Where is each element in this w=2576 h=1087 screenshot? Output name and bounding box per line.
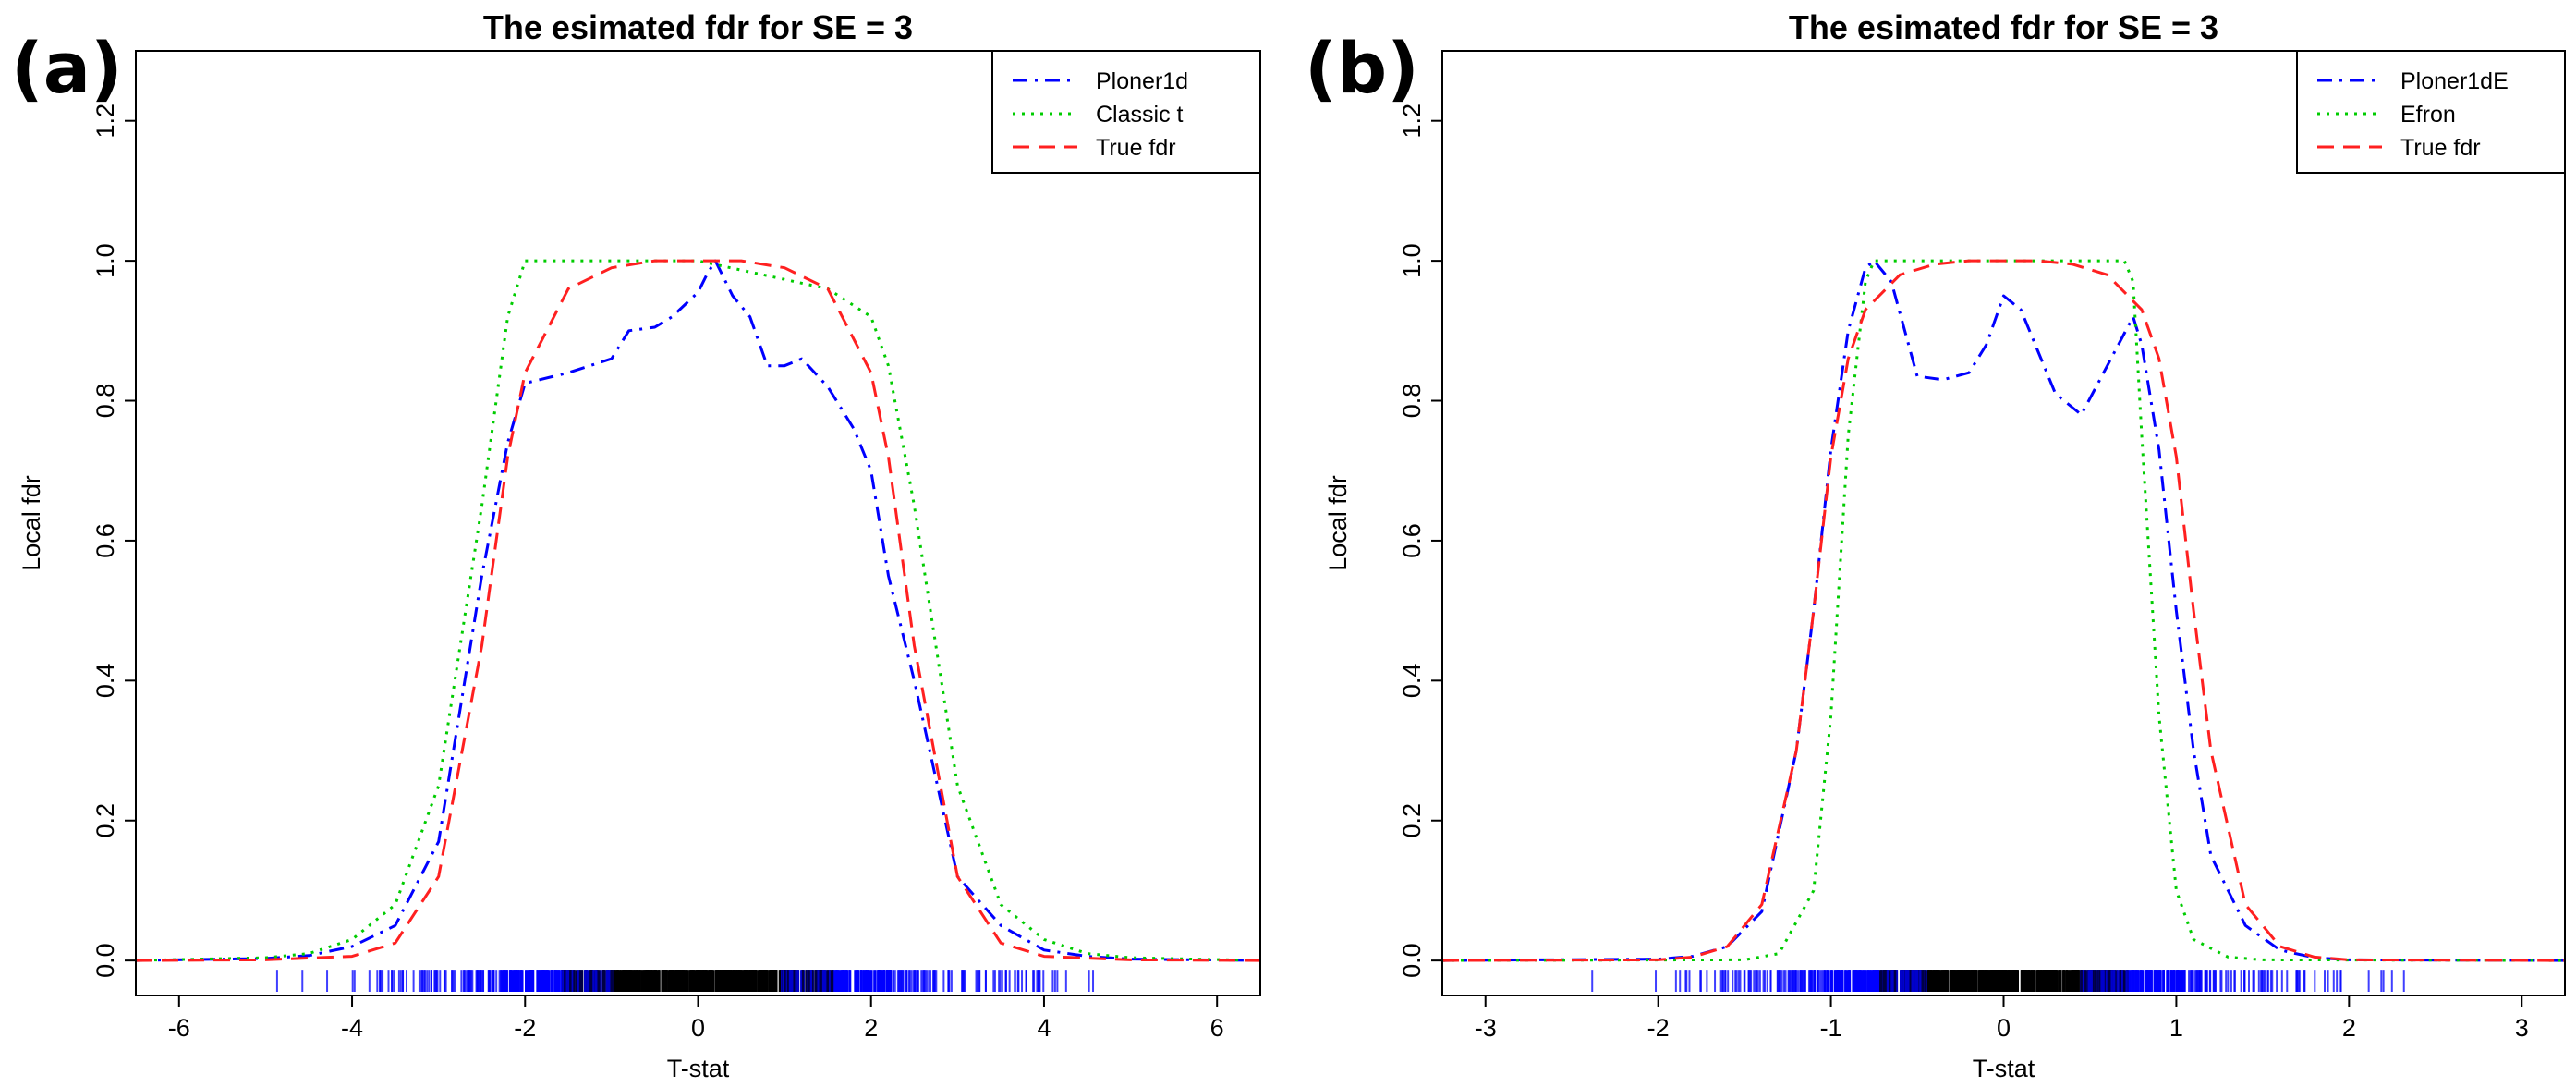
panel-a: (a) The esimated fdr for SE = 3 -6 -4 -2 0 2 4 6… — [11, 8, 1261, 1082]
legend-box — [991, 50, 1261, 174]
x-tick-label: -2 — [1647, 1014, 1670, 1042]
x-tick-label: 1 — [2169, 1014, 2183, 1042]
rug-plot — [1591, 970, 2405, 992]
legend: Ploner1d Classic t True fdr — [991, 50, 1261, 174]
series-line-true-fdr — [1442, 259, 2565, 962]
y-tick-label: 0.4 — [91, 664, 119, 699]
plot-frame — [1441, 50, 2566, 996]
x-tick-label: 2 — [2342, 1014, 2356, 1042]
y-tick-label: 0.6 — [1398, 523, 1426, 558]
chart-title: The esimated fdr for SE = 3 — [483, 8, 913, 46]
series-line-true-fdr — [136, 259, 1260, 962]
x-tick-label: -2 — [514, 1014, 536, 1042]
x-tick-label: 0 — [1997, 1014, 2011, 1042]
panel-b: (b) The esimated fdr for SE = 3 -3 -2 -1 0 1 2 3… — [1305, 8, 2566, 1082]
x-axis-label: T-stat — [667, 1055, 730, 1082]
legend-label: Efron — [2400, 102, 2456, 128]
chart-title: The esimated fdr for SE = 3 — [1789, 8, 2218, 46]
legend-label: True fdr — [1096, 135, 1176, 161]
plot-frame — [135, 50, 1261, 996]
legend: Ploner1dE Efron True fdr — [2296, 50, 2566, 174]
legend-label: Ploner1d — [1096, 68, 1188, 94]
x-tick-label: 3 — [2515, 1014, 2529, 1042]
x-tick-label: 0 — [691, 1014, 705, 1042]
y-tick-label: 0.8 — [1398, 384, 1426, 419]
x-tick-label: 6 — [1210, 1014, 1224, 1042]
y-tick-label: 1.2 — [91, 104, 119, 139]
y-tick-label: 0.0 — [1398, 943, 1426, 978]
series-lines — [136, 259, 1260, 962]
series-line-ploner1de — [1442, 259, 2565, 962]
y-axis-label: Local fdr — [18, 475, 45, 571]
y-tick-label: 0.4 — [1398, 664, 1426, 699]
x-tick-label: -6 — [168, 1014, 190, 1042]
rug-plot — [275, 970, 1095, 992]
y-tick-label: 0.2 — [91, 803, 119, 838]
y-tick-label: 1.0 — [1398, 243, 1426, 278]
x-tick-label: 2 — [864, 1014, 878, 1042]
panel-label: (b) — [1305, 27, 1419, 109]
legend-label: Ploner1dE — [2400, 68, 2509, 94]
series-line-classic-t — [136, 259, 1260, 962]
x-tick-label: -3 — [1475, 1014, 1497, 1042]
panel-label: (a) — [11, 27, 123, 109]
y-tick-label: 0.0 — [91, 943, 119, 978]
x-axis-label: T-stat — [1973, 1055, 2035, 1082]
x-tick-label: -4 — [341, 1014, 363, 1042]
series-lines — [1442, 259, 2565, 962]
legend-label: Classic t — [1096, 102, 1184, 128]
series-line-ploner1d — [136, 259, 1260, 962]
y-tick-label: 0.6 — [91, 523, 119, 558]
y-axis-label: Local fdr — [1324, 475, 1352, 571]
x-tick-label: 4 — [1037, 1014, 1051, 1042]
y-tick-label: 0.8 — [91, 384, 119, 419]
y-tick-label: 1.0 — [91, 243, 119, 278]
series-line-efron — [1442, 259, 2565, 962]
x-tick-label: -1 — [1820, 1014, 1842, 1042]
y-tick-label: 1.2 — [1398, 104, 1426, 139]
legend-label: True fdr — [2400, 135, 2481, 161]
y-tick-label: 0.2 — [1398, 803, 1426, 838]
legend-box — [2296, 50, 2566, 174]
